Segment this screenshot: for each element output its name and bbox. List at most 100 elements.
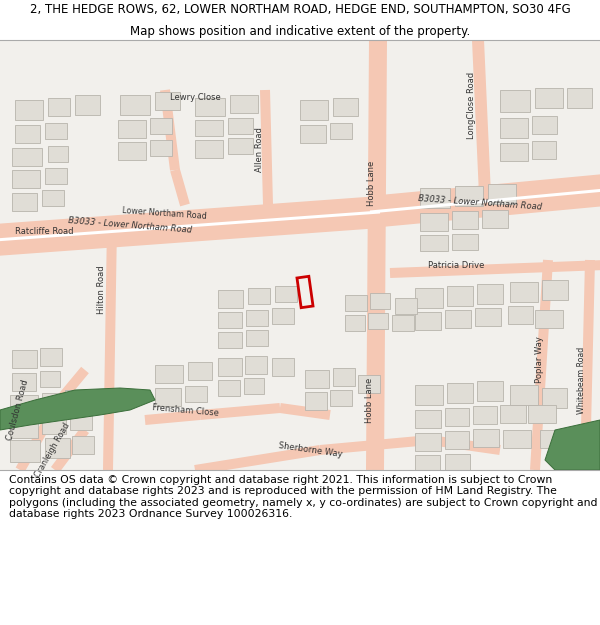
Polygon shape [280, 403, 331, 420]
Polygon shape [445, 454, 470, 472]
Polygon shape [370, 293, 390, 309]
Polygon shape [445, 431, 469, 449]
Polygon shape [473, 429, 499, 447]
Text: Ratcliffe Road: Ratcliffe Road [15, 226, 74, 236]
Text: Map shows position and indicative extent of the property.: Map shows position and indicative extent… [130, 25, 470, 38]
Polygon shape [445, 408, 469, 426]
Text: Sherborne Way: Sherborne Way [278, 441, 343, 459]
Polygon shape [16, 398, 64, 472]
Polygon shape [115, 211, 280, 239]
Text: Poplar Way: Poplar Way [536, 336, 545, 383]
Text: Whitebeam Road: Whitebeam Road [577, 346, 587, 414]
Polygon shape [12, 193, 37, 211]
Polygon shape [445, 310, 471, 328]
Polygon shape [420, 235, 448, 251]
Polygon shape [420, 213, 448, 231]
Polygon shape [503, 430, 531, 448]
Polygon shape [218, 312, 242, 328]
Polygon shape [415, 312, 441, 330]
Polygon shape [228, 118, 253, 134]
Polygon shape [535, 88, 563, 108]
Polygon shape [12, 373, 36, 391]
Text: Cranleigh Road: Cranleigh Road [33, 421, 71, 479]
Polygon shape [275, 286, 297, 302]
Polygon shape [10, 440, 40, 462]
Polygon shape [528, 405, 556, 423]
Polygon shape [390, 260, 600, 278]
Polygon shape [246, 330, 268, 346]
Polygon shape [42, 416, 66, 434]
Polygon shape [195, 120, 223, 136]
Polygon shape [473, 406, 497, 424]
Polygon shape [10, 395, 38, 415]
Polygon shape [305, 370, 329, 388]
Polygon shape [118, 120, 146, 138]
Polygon shape [472, 40, 491, 195]
Polygon shape [366, 40, 387, 470]
Polygon shape [415, 385, 443, 405]
Polygon shape [477, 284, 503, 304]
Polygon shape [532, 141, 556, 159]
Polygon shape [300, 125, 326, 143]
Polygon shape [567, 88, 592, 108]
Polygon shape [420, 188, 450, 208]
Text: Hobb Lane: Hobb Lane [365, 378, 374, 423]
Polygon shape [15, 125, 40, 143]
Text: Coulsdon Road: Coulsdon Road [5, 379, 31, 441]
Polygon shape [0, 211, 380, 241]
Polygon shape [118, 142, 146, 160]
Polygon shape [358, 375, 380, 393]
Polygon shape [195, 98, 225, 116]
Polygon shape [260, 90, 273, 205]
Polygon shape [0, 230, 115, 245]
Polygon shape [48, 98, 70, 116]
Polygon shape [333, 368, 355, 386]
Polygon shape [12, 350, 37, 368]
Polygon shape [510, 385, 538, 405]
Polygon shape [42, 190, 64, 206]
Polygon shape [540, 430, 565, 448]
Polygon shape [488, 184, 516, 204]
Polygon shape [447, 383, 473, 403]
Polygon shape [535, 310, 563, 328]
Polygon shape [150, 140, 172, 156]
Polygon shape [245, 356, 267, 374]
Polygon shape [188, 362, 212, 380]
Text: Hobb Lane: Hobb Lane [367, 161, 377, 206]
Polygon shape [10, 418, 38, 438]
Polygon shape [272, 358, 294, 376]
Polygon shape [580, 260, 595, 470]
Text: B3033 - Lower Northam Road: B3033 - Lower Northam Road [418, 194, 542, 212]
Polygon shape [455, 186, 483, 206]
Polygon shape [12, 170, 40, 188]
Polygon shape [194, 445, 321, 475]
Text: Lower Northam Road: Lower Northam Road [122, 206, 207, 221]
Polygon shape [45, 123, 67, 139]
Polygon shape [218, 358, 242, 376]
Polygon shape [45, 168, 67, 184]
Polygon shape [392, 315, 414, 331]
Polygon shape [170, 169, 190, 206]
Polygon shape [0, 196, 381, 256]
Polygon shape [51, 427, 89, 473]
Polygon shape [333, 98, 358, 116]
Text: LongClose Road: LongClose Road [467, 71, 476, 139]
Polygon shape [45, 438, 70, 458]
Polygon shape [475, 308, 501, 326]
Polygon shape [244, 378, 264, 394]
Polygon shape [218, 332, 242, 348]
Text: Lewry Close: Lewry Close [170, 94, 221, 102]
Polygon shape [70, 414, 92, 430]
Polygon shape [500, 405, 526, 423]
Polygon shape [248, 288, 270, 304]
Polygon shape [542, 280, 568, 300]
Polygon shape [160, 89, 180, 171]
Polygon shape [415, 410, 441, 428]
Text: Contains OS data © Crown copyright and database right 2021. This information is : Contains OS data © Crown copyright and d… [9, 474, 598, 519]
Polygon shape [500, 90, 530, 112]
Polygon shape [145, 410, 200, 425]
Polygon shape [345, 315, 365, 331]
Polygon shape [75, 95, 100, 115]
Polygon shape [415, 288, 443, 308]
Polygon shape [15, 100, 43, 120]
